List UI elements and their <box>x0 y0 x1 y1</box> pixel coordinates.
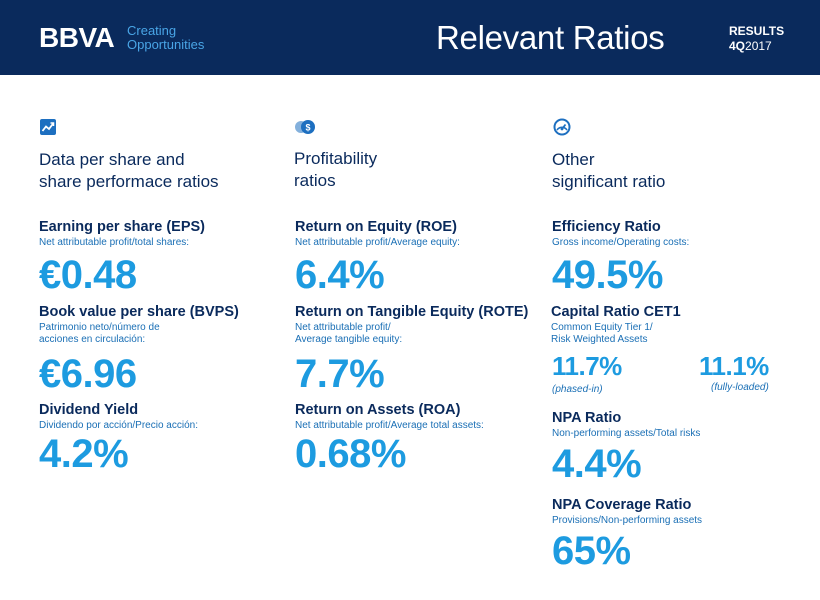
metric-npa-coverage: NPA Coverage Ratio Provisions/Non-perfor… <box>552 497 702 572</box>
metric-description-line-2: Risk Weighted Assets <box>551 334 648 345</box>
results-period: RESULTS 4Q2017 <box>729 24 784 54</box>
metric-description: Gross income/Operating costs: <box>552 237 690 248</box>
tagline-line-2: Opportunities <box>127 37 205 52</box>
tagline: Creating Opportunities <box>127 24 204 52</box>
metric-name: Book value per share (BVPS) <box>39 304 239 320</box>
header-bar: BBVA Creating Opportunities Relevant Rat… <box>0 0 820 75</box>
metric-rote: Return on Tangible Equity (ROTE) Net att… <box>295 304 528 395</box>
column-profitability: $ Profitability ratios <box>294 118 539 192</box>
metric-eps: Earning per share (EPS) Net attributable… <box>39 219 205 296</box>
metric-value: 11.1% <box>699 351 769 381</box>
metric-cet1: Capital Ratio CET1 Common Equity Tier 1/… <box>551 304 781 346</box>
metric-value: 0.68% <box>295 432 406 476</box>
cet1-phased-in: 11.7% (phased-in) <box>552 352 622 396</box>
metric-value: 49.5% <box>552 253 663 297</box>
metric-name: Return on Assets (ROA) <box>295 402 461 418</box>
metric-value: €0.48 <box>39 253 137 297</box>
column-title-line-2: ratios <box>294 171 336 190</box>
column-title-line-1: Data per share and <box>39 150 185 169</box>
svg-text:$: $ <box>305 123 310 133</box>
column-title-line-2: significant ratio <box>552 172 666 191</box>
metric-description-line-1: Common Equity Tier 1/ <box>551 322 653 333</box>
metric-description-line-1: Patrimonio neto/número de <box>39 322 160 333</box>
metric-value: 7.7% <box>295 352 385 396</box>
metric-value: 6.4% <box>295 253 385 297</box>
coins-icon: $ <box>295 120 315 134</box>
bbva-logo: BBVA <box>39 22 115 53</box>
metric-name: Return on Equity (ROE) <box>295 219 457 235</box>
metric-roa: Return on Assets (ROA) Net attributable … <box>295 402 484 475</box>
gauge-icon <box>553 118 571 136</box>
metric-value: 65% <box>552 529 631 573</box>
metric-value: 11.7% <box>552 351 622 381</box>
column-title: Data per share and share performace rati… <box>39 149 279 193</box>
metric-name: Dividend Yield <box>39 402 139 418</box>
chart-trend-icon <box>40 119 56 135</box>
period-year: 2017 <box>745 39 772 53</box>
metric-description-line-2: acciones en circulación: <box>39 334 146 345</box>
metric-sublabel: (fully-loaded) <box>710 382 769 393</box>
column-other-ratios: Other significant ratio <box>551 118 811 193</box>
metric-name: NPA Coverage Ratio <box>552 497 692 513</box>
metric-description: Provisions/Non-performing assets <box>552 515 703 526</box>
metric-description: Non-performing assets/Total risks <box>552 428 701 439</box>
metric-name: Efficiency Ratio <box>552 219 661 235</box>
column-data-per-share: Data per share and share performace rati… <box>39 118 279 193</box>
metric-name: Return on Tangible Equity (ROTE) <box>295 304 529 320</box>
metric-value: 4.4% <box>552 442 642 486</box>
cet1-fully-loaded: 11.1% (fully-loaded) <box>699 352 769 394</box>
column-title-line-1: Other <box>552 150 595 169</box>
metric-roe: Return on Equity (ROE) Net attributable … <box>295 219 460 296</box>
metric-description: Net attributable profit/Average total as… <box>295 420 484 431</box>
metric-value: €6.96 <box>39 352 137 396</box>
column-title: Profitability ratios <box>294 148 539 192</box>
column-title: Other significant ratio <box>552 149 811 193</box>
metric-description: Dividendo por acción/Precio acción: <box>39 420 198 431</box>
column-title-line-2: share performace ratios <box>39 172 219 191</box>
metric-description: Net attributable profit/Average equity: <box>295 237 460 248</box>
metric-name: Earning per share (EPS) <box>39 219 205 235</box>
metric-name: Capital Ratio CET1 <box>551 304 681 320</box>
tagline-line-1: Creating <box>127 23 177 38</box>
metric-value: 4.2% <box>39 432 129 476</box>
metric-npa-ratio: NPA Ratio Non-performing assets/Total ri… <box>552 410 700 485</box>
metric-description-line-2: Average tangible equity: <box>295 334 403 345</box>
metric-description: Net attributable profit/total shares: <box>39 237 190 248</box>
metric-dividend-yield: Dividend Yield Dividendo por acción/Prec… <box>39 402 198 475</box>
metric-bvps: Book value per share (BVPS) Patrimonio n… <box>39 304 239 395</box>
page-title: Relevant Ratios <box>436 19 665 56</box>
metric-efficiency: Efficiency Ratio Gross income/Operating … <box>552 219 689 296</box>
results-label: RESULTS <box>729 24 785 38</box>
period-quarter: 4Q <box>729 39 746 53</box>
metric-sublabel: (phased-in) <box>552 384 603 395</box>
metric-description-line-1: Net attributable profit/ <box>295 322 391 333</box>
metric-name: NPA Ratio <box>552 410 622 426</box>
column-title-line-1: Profitability <box>294 149 378 168</box>
